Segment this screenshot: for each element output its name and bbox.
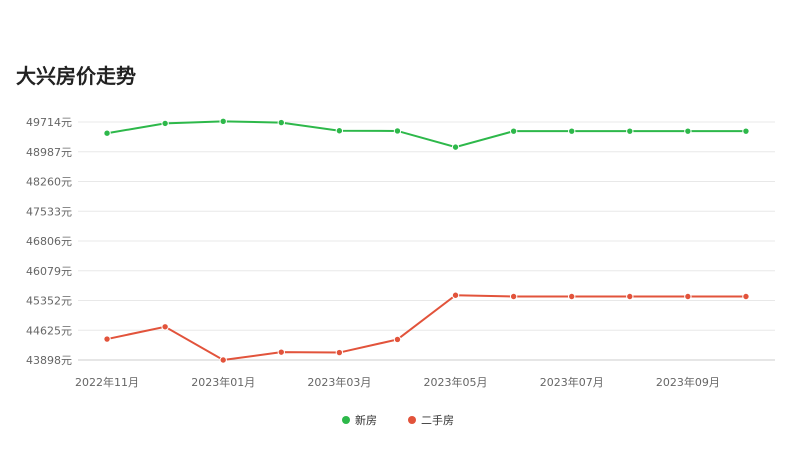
data-point[interactable] [451,291,460,299]
x-tick-label: 2023年09月 [656,375,720,389]
legend: 新房 二手房 [342,413,454,427]
legend-label: 二手房 [421,413,454,427]
x-tick-label: 2023年05月 [424,375,488,389]
y-tick-label: 46806元 [26,235,72,248]
x-tick-label: 2023年03月 [307,375,371,389]
x-tick-label: 2022年11月 [75,375,139,389]
chart-title: 大兴房价走势 [16,64,136,88]
data-point[interactable] [161,323,169,331]
data-point[interactable] [742,292,750,301]
y-tick-label: 48260元 [26,176,72,189]
data-point[interactable] [393,127,402,135]
data-point[interactable] [277,118,285,127]
data-point[interactable] [509,292,518,301]
series-line [106,294,746,362]
data-point[interactable] [335,348,344,357]
legend-label: 新房 [355,413,377,427]
data-point[interactable] [103,129,111,137]
series-1 [103,291,750,364]
data-point[interactable] [684,127,692,135]
x-tick-label: 2023年01月 [191,375,255,389]
data-point[interactable] [568,292,576,301]
legend-marker [408,416,416,424]
data-point[interactable] [626,292,634,301]
series-layer [103,117,750,364]
y-axis: 43898元 44625元 45352元 46079元 46806元 47533元 4826… [26,116,72,367]
y-tick-label: 43898元 [26,354,72,367]
data-point[interactable] [161,119,169,128]
y-tick-label: 46079元 [26,265,72,278]
data-point[interactable] [742,127,750,135]
legend-marker [342,416,350,424]
x-axis: 2022年11月 2023年01月 2023年03月 2023年05月 2023年07月… [75,375,720,389]
grid-lines [78,121,775,361]
y-tick-label: 49714元 [26,116,72,129]
series-line [106,120,746,149]
data-point[interactable] [684,292,692,301]
y-tick-label: 45352元 [26,295,72,308]
data-point[interactable] [103,335,111,343]
y-tick-label: 44625元 [26,324,72,337]
data-point[interactable] [509,127,518,135]
y-tick-label: 47533元 [26,205,72,218]
x-tick-label: 2023年07月 [540,375,604,389]
data-point[interactable] [393,335,402,344]
legend-item-0[interactable]: 新房 [342,413,377,427]
data-point[interactable] [568,127,576,135]
data-point[interactable] [626,127,634,135]
data-point[interactable] [451,143,460,151]
data-point[interactable] [335,127,344,135]
legend-item-1[interactable]: 二手房 [408,413,454,427]
data-point[interactable] [219,117,227,126]
series-0 [103,117,750,151]
data-point[interactable] [219,356,227,364]
y-tick-label: 48987元 [26,146,72,159]
data-point[interactable] [277,348,285,356]
